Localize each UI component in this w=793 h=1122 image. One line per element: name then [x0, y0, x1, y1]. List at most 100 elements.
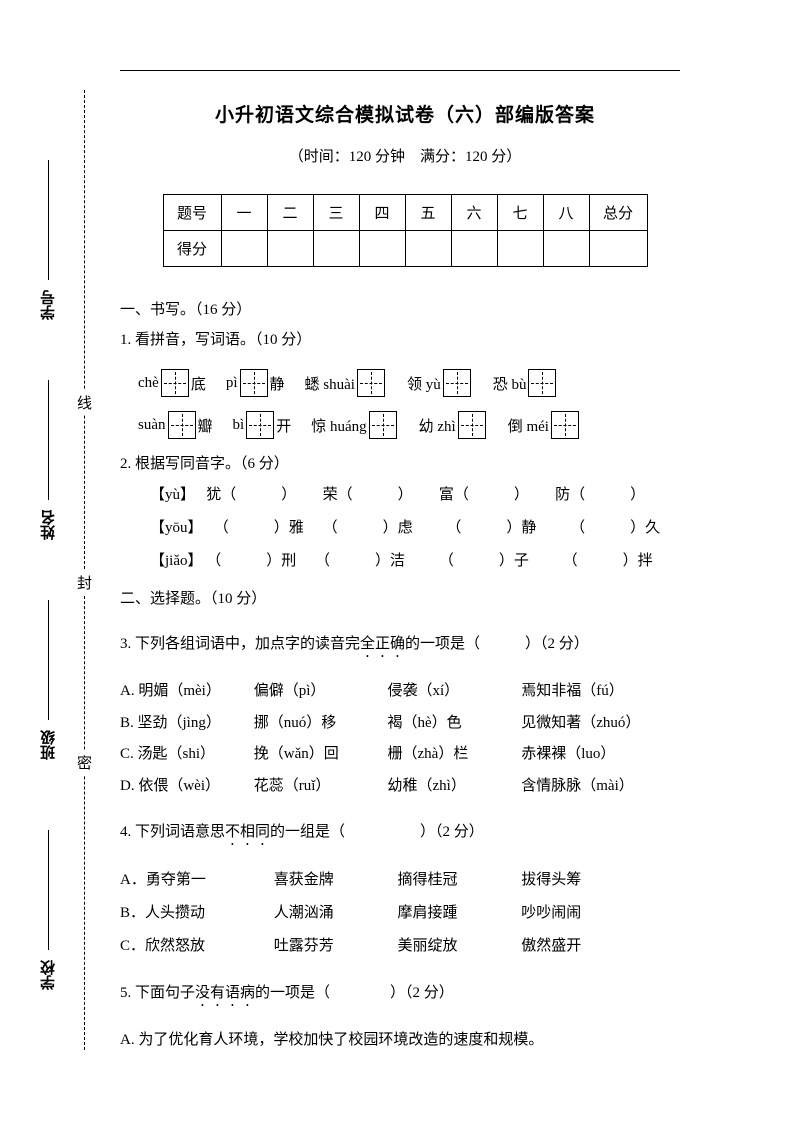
side-line-id [48, 160, 49, 280]
score-cell [589, 231, 647, 267]
homo-item: （ ）雅 [214, 520, 304, 536]
pinyin-chunk: 蟋 shuài [305, 369, 387, 397]
score-col: 四 [359, 195, 405, 231]
q3-opt-d: D. 依偎（wèi） 花蕊（ruǐ） 幼稚（zhì） 含情脉脉（mài） [120, 771, 690, 803]
pinyin-chunk: 幼 zhì [419, 411, 488, 439]
header-rule [120, 70, 680, 71]
score-total-label: 总分 [589, 195, 647, 231]
pinyin-pre: chè [138, 375, 159, 392]
opt-cell: 摩肩接踵 [398, 897, 518, 930]
side-label-name: 姓名 [38, 510, 59, 540]
homo-item: 富（ ） [439, 487, 522, 503]
opt-cell: 赤裸裸（luo） [521, 739, 671, 771]
score-col: 一 [221, 195, 267, 231]
score-col: 六 [451, 195, 497, 231]
score-row-label: 得分 [163, 231, 221, 267]
score-cell [405, 231, 451, 267]
opt-cell: 偏僻（pì） [254, 676, 384, 708]
pinyin-pre: 恐 bù [493, 373, 527, 394]
table-row: 题号 一 二 三 四 五 六 七 八 总分 [163, 195, 647, 231]
opt-cell: 喜获金牌 [274, 864, 394, 897]
binding-sidebar: 学校 班级 姓名 学号 线 封 密 [30, 90, 100, 1050]
homo-key: 【yù】 [150, 487, 188, 503]
q3-opt-c: C. 汤匙（shi） 挽（wǎn）回 栅（zhà）栏 赤裸裸（luo） [120, 739, 690, 771]
opt-cell: A. 明媚（mèi） [120, 676, 250, 708]
q4-opt-a: A．勇夺第一 喜获金牌 摘得桂冠 拔得头筹 [120, 864, 690, 897]
homo-key: 【jiǎo】 [150, 553, 203, 569]
q4-opt-b: B．人头攒动 人潮汹涌 摩肩接踵 吵吵闹闹 [120, 897, 690, 930]
q4-stem-a: 4. 下列词语意思 [120, 824, 225, 840]
opt-cell: C. 汤匙（shi） [120, 739, 250, 771]
score-table: 题号 一 二 三 四 五 六 七 八 总分 得分 [163, 194, 648, 267]
pinyin-post: 瓣 [198, 415, 213, 436]
q5-stem-dotted: 没有语病 [195, 985, 255, 1001]
homo-item: （ ）静 [446, 520, 536, 536]
pinyin-pre: bì [233, 417, 245, 434]
q5-stem-c: 的一项是（ ）（2 分） [255, 985, 454, 1001]
exam-page: 学校 班级 姓名 学号 线 封 密 小升初语文综合模拟试卷（六）部编版答案 （时… [0, 0, 793, 1122]
tianzige-box [161, 369, 189, 397]
opt-cell: B．人头攒动 [120, 897, 270, 930]
tianzige-box [168, 411, 196, 439]
opt-cell: 挪（nuó）移 [254, 708, 384, 740]
page-subtitle: （时间：120 分钟 满分：120 分） [120, 145, 690, 166]
homo-item: （ ）洁 [315, 553, 405, 569]
q2-stem: 2. 根据写同音字。（6 分） [120, 449, 690, 479]
homo-item: （ ）虑 [323, 520, 413, 536]
seal-char-mi: 密 [77, 750, 92, 775]
pinyin-chunk: 倒 méi [508, 411, 581, 439]
opt-cell: 侵袭（xí） [388, 676, 518, 708]
q3-opt-b: B. 坚劲（jìng） 挪（nuó）移 褐（hè）色 见微知著（zhuó） [120, 708, 690, 740]
homo-item: （ ）子 [439, 553, 529, 569]
seal-char-feng: 封 [77, 570, 92, 595]
tianzige-box [528, 369, 556, 397]
pinyin-pre: 蟋 shuài [305, 373, 355, 394]
pinyin-post: 静 [270, 373, 285, 394]
q3-stem-a: 3. 下列各组词语中，加点字的读音完 [120, 636, 360, 652]
tianzige-box [357, 369, 385, 397]
table-row: 得分 [163, 231, 647, 267]
opt-cell: 焉知非福（fú） [521, 676, 671, 708]
homo-item: （ ）刑 [206, 553, 296, 569]
side-line-school [48, 830, 49, 950]
score-col: 五 [405, 195, 451, 231]
opt-cell: 褐（hè）色 [388, 708, 518, 740]
q3-stem-c: 的一项是（ ）（2 分） [405, 636, 589, 652]
pinyin-pre: suàn [138, 417, 166, 434]
opt-cell: A．勇夺第一 [120, 864, 270, 897]
pinyin-pre: 倒 méi [508, 415, 549, 436]
homo-item: （ ）久 [570, 520, 660, 536]
pinyin-chunk: 领 yù [407, 369, 473, 397]
score-cell [543, 231, 589, 267]
pinyin-pre: 幼 zhì [419, 415, 456, 436]
pinyin-chunk: 恐 bù [493, 369, 559, 397]
tianzige-box [443, 369, 471, 397]
opt-cell: C．欣然怒放 [120, 930, 270, 963]
score-col: 二 [267, 195, 313, 231]
tianzige-box [369, 411, 397, 439]
tianzige-box [458, 411, 486, 439]
opt-cell: D. 依偎（wèi） [120, 771, 250, 803]
score-col: 三 [313, 195, 359, 231]
q5-opt-a: A. 为了优化育人环境，学校加快了校园环境改造的速度和规模。 [120, 1025, 690, 1055]
opt-cell: 花蕊（ruǐ） [254, 771, 384, 803]
page-title: 小升初语文综合模拟试卷（六）部编版答案 [120, 100, 690, 127]
section-2-head: 二、选择题。（10 分） [120, 584, 690, 614]
score-col: 七 [497, 195, 543, 231]
score-cell [313, 231, 359, 267]
side-line-name [48, 380, 49, 500]
opt-cell: 傲然盛开 [521, 930, 641, 963]
side-label-school: 学校 [38, 960, 59, 990]
tianzige-box [551, 411, 579, 439]
pinyin-pre: pì [226, 375, 238, 392]
opt-cell: 幼稚（zhì） [388, 771, 518, 803]
score-cell [497, 231, 543, 267]
q1-stem: 1. 看拼音，写词语。（10 分） [120, 325, 690, 355]
opt-cell: 吵吵闹闹 [521, 897, 641, 930]
opt-cell: 吐露芬芳 [274, 930, 394, 963]
q3-stem-dotted: 全正确 [360, 636, 405, 652]
q4-stem-dotted: 不相同 [225, 824, 270, 840]
opt-cell: 美丽绽放 [398, 930, 518, 963]
score-cell [451, 231, 497, 267]
homo-key: 【yōu】 [150, 520, 195, 536]
